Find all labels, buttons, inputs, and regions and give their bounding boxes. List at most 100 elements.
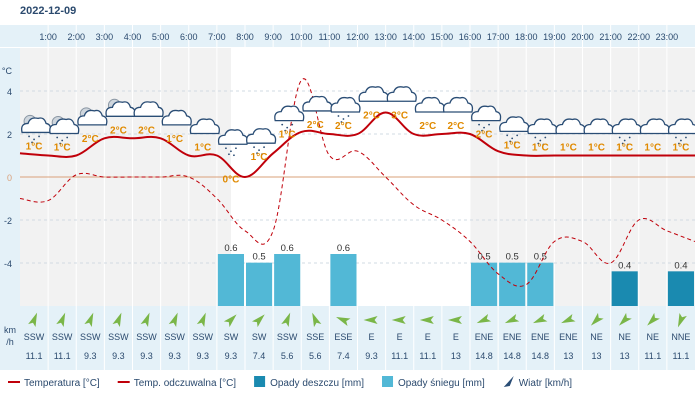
temp-label: 1°C — [54, 143, 71, 154]
precip-bar-snow — [471, 262, 498, 306]
hour-label: 11:00 — [318, 32, 340, 42]
cloudy-icon — [358, 86, 389, 102]
forecast-date: 2022-12-09 — [20, 5, 77, 17]
temp-label: 1°C — [504, 140, 521, 151]
wind-speed: 13 — [620, 351, 630, 361]
wind-direction: ENE — [503, 332, 522, 342]
wind-direction: SSW — [108, 332, 129, 342]
temp-label: 1°C — [532, 143, 549, 154]
legend-label: Opady śniegu [mm] — [398, 378, 485, 389]
wind-arrow-icon — [336, 317, 351, 326]
wind-speed: 9.3 — [168, 351, 181, 361]
precip-bar-rain — [667, 271, 694, 306]
wind-direction: SW — [224, 332, 239, 342]
hour-label: 20:00 — [571, 32, 594, 42]
wind-speed: 14.8 — [475, 351, 493, 361]
y-tick-label: 4 — [7, 87, 12, 97]
hour-label: 12:00 — [346, 32, 369, 42]
wind-arrow-icon — [112, 312, 122, 328]
wind-direction: E — [453, 332, 459, 342]
temp-label: 1°C — [560, 143, 577, 154]
cloudy-icon — [189, 118, 220, 135]
wind-direction: SSW — [24, 332, 45, 342]
precip-label: 0.5 — [506, 252, 519, 263]
wind-arrow-icon — [532, 313, 548, 324]
y-tick-label: -4 — [4, 259, 12, 269]
wind-direction: SSW — [52, 332, 73, 342]
wind-arrow-icon — [56, 312, 66, 328]
wind-speed: 11.1 — [673, 351, 690, 361]
temp-label: 2°C — [82, 134, 99, 145]
wind-direction: SW — [252, 332, 267, 342]
wind-arrow-icon — [619, 312, 632, 326]
temp-label: 1°C — [194, 143, 211, 154]
hour-label: 14:00 — [402, 32, 425, 42]
cloudy-icon — [386, 86, 417, 102]
cloudy-icon — [639, 118, 670, 135]
wind-speed: 5.6 — [309, 351, 322, 361]
wind-direction: ENE — [559, 332, 578, 342]
temp-label: 1°C — [644, 143, 661, 154]
cloudy-icon — [442, 96, 474, 113]
wind-direction: E — [397, 332, 403, 342]
cloudy-icon — [555, 118, 586, 135]
temp-label: 2°C — [335, 121, 352, 132]
wind-arrow-icon — [223, 314, 237, 328]
wind-speed: 9.3 — [84, 351, 97, 361]
y-tick-label: 2 — [7, 130, 12, 140]
snow-icon — [499, 116, 530, 144]
wind-direction: SSW — [277, 332, 298, 342]
cloudy-icon — [302, 95, 333, 112]
wind-direction: E — [425, 332, 431, 342]
wind-direction: SSW — [164, 332, 185, 342]
temp-label: 2°C — [476, 130, 493, 141]
snow-icon — [471, 105, 502, 133]
temp-label: 2°C — [448, 121, 465, 132]
legend-swatch — [254, 376, 266, 387]
wind-speed: 9.3 — [225, 351, 238, 361]
precip-bar-snow — [527, 262, 554, 306]
wind-arrow-icon — [196, 312, 206, 328]
hour-label: 3:00 — [96, 32, 114, 42]
wind-speed: 11.1 — [419, 351, 436, 361]
hour-label: 22:00 — [627, 32, 650, 42]
precip-bar-snow — [330, 254, 357, 306]
wind-arrow-icon — [647, 312, 660, 326]
wind-direction: NNE — [671, 332, 690, 342]
wind-speed: 7.4 — [337, 351, 350, 361]
precip-label: 0.4 — [674, 260, 687, 271]
wind-direction: ENE — [531, 332, 550, 342]
hour-label: 17:00 — [487, 32, 510, 42]
cloudy-icon — [414, 96, 445, 113]
wind-arrow-icon — [419, 316, 434, 324]
wind-arrow-icon — [281, 312, 291, 328]
wind-unit-label: /h — [6, 337, 14, 347]
wind-arrow-icon — [476, 313, 492, 324]
temp-label: 1°C — [26, 141, 43, 152]
precip-label: 0.6 — [337, 243, 350, 254]
wind-legend-icon — [503, 376, 514, 387]
precip-bar-snow — [217, 254, 244, 306]
precip-label: 0.5 — [252, 252, 265, 263]
hour-header-band — [0, 25, 695, 47]
snow-icon — [611, 118, 642, 146]
hour-label: 15:00 — [431, 32, 454, 42]
wind-direction: SSW — [80, 332, 101, 342]
wind-direction: NE — [647, 332, 660, 342]
temp-label: 2°C — [307, 120, 324, 131]
wind-arrow-icon — [590, 312, 604, 326]
y-tick-label: 0 — [7, 173, 12, 183]
temp-label: 2°C — [363, 110, 380, 121]
legend-swatch — [382, 376, 394, 387]
wind-speed: 9.3 — [140, 351, 153, 361]
wind-speed: 9.3 — [197, 351, 210, 361]
hour-label: 10:00 — [290, 32, 313, 42]
hour-label: 7:00 — [208, 32, 226, 42]
partly-cloudy-night-icon — [105, 98, 136, 117]
precip-bar-rain — [611, 271, 638, 306]
wind-arrow-icon — [447, 316, 462, 324]
hour-label: 16:00 — [459, 32, 482, 42]
wind-speed: 7.4 — [253, 351, 266, 361]
hour-label: 18:00 — [515, 32, 538, 42]
